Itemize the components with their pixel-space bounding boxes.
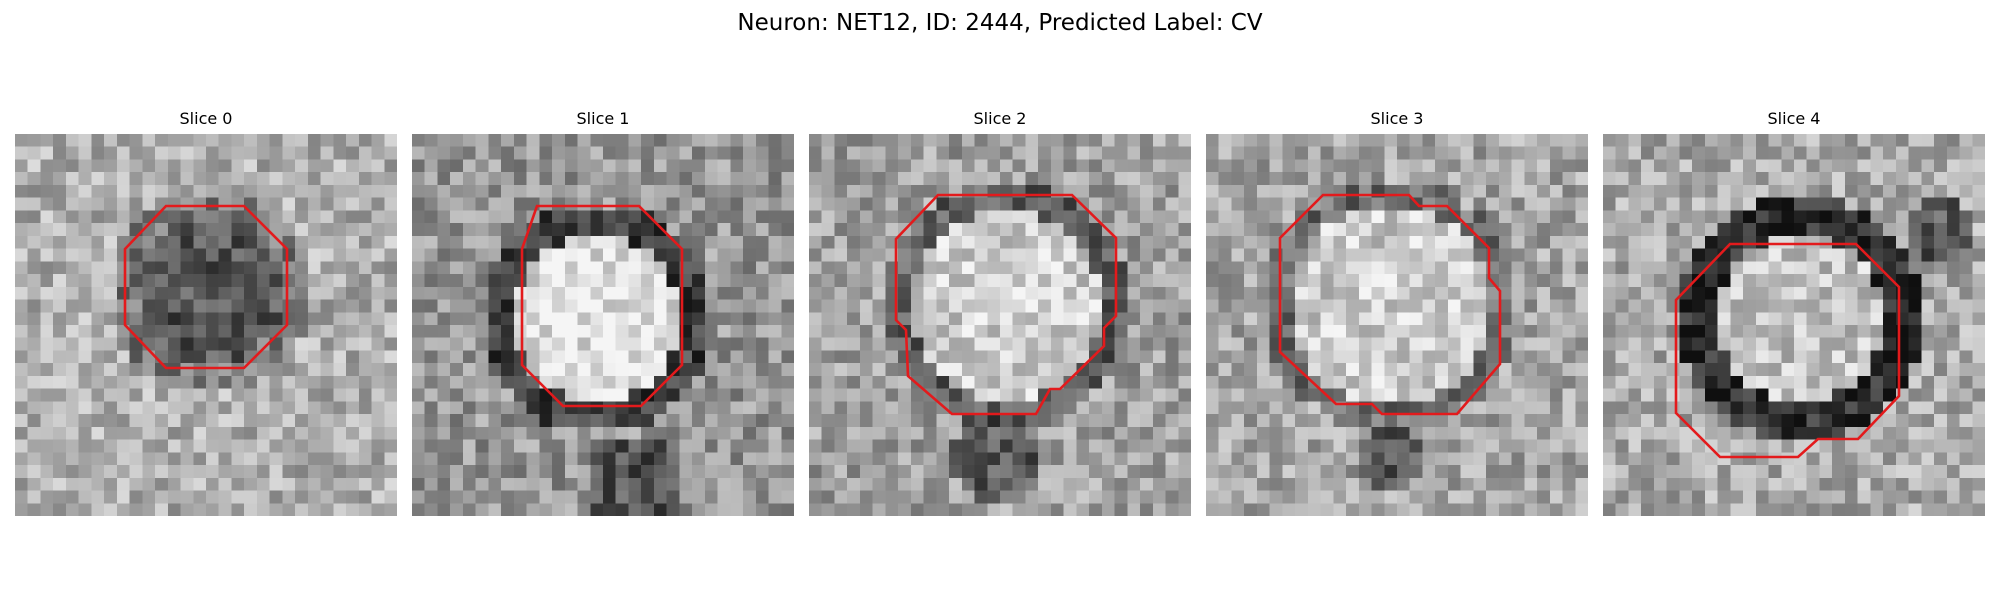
microscopy-image-4: [1603, 134, 1985, 516]
segmentation-overlay-2: [894, 193, 1118, 416]
slice-image-1: [412, 134, 794, 516]
slice-image-0: [15, 134, 397, 516]
slice-title-3: Slice 3: [1370, 109, 1424, 128]
segmentation-overlay-3: [1278, 193, 1502, 416]
roi-outline-3: [1278, 193, 1502, 416]
microscopy-image-2: [809, 134, 1191, 516]
roi-outline-1: [520, 204, 684, 408]
roi-outline-4: [1674, 242, 1901, 459]
slice-title-0: Slice 0: [179, 109, 233, 128]
slice-panel-3: Slice 3: [1206, 110, 1588, 516]
segmentation-overlay-4: [1674, 242, 1901, 459]
slice-title-2: Slice 2: [973, 109, 1027, 128]
figure-title: Neuron: NET12, ID: 2444, Predicted Label…: [737, 10, 1263, 36]
segmentation-overlay-0: [123, 204, 289, 370]
slice-panel-0: Slice 0: [15, 110, 397, 516]
roi-outline-0: [123, 204, 289, 370]
segmentation-overlay-1: [520, 204, 684, 408]
slice-panel-1: Slice 1: [412, 110, 794, 516]
slice-image-4: [1603, 134, 1985, 516]
microscopy-image-0: [15, 134, 397, 516]
slice-image-2: [809, 134, 1191, 516]
microscopy-image-3: [1206, 134, 1588, 516]
slice-title-4: Slice 4: [1767, 109, 1821, 128]
slice-panel-4: Slice 4: [1603, 110, 1985, 516]
slice-image-3: [1206, 134, 1588, 516]
roi-outline-2: [894, 193, 1118, 416]
microscopy-image-1: [412, 134, 794, 516]
slice-title-1: Slice 1: [576, 109, 630, 128]
slice-panel-2: Slice 2: [809, 110, 1191, 516]
